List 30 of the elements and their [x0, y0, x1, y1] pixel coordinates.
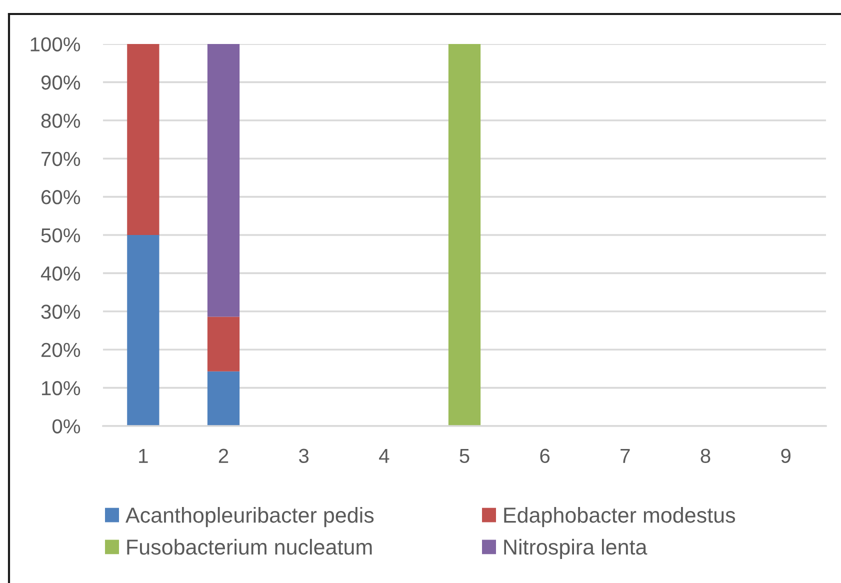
x-tick-label: 6 [540, 448, 550, 464]
y-tick-label: 50% [41, 228, 80, 242]
bar [127, 44, 160, 235]
bar [127, 235, 160, 426]
y-tick-label: 60% [41, 190, 80, 204]
x-tick-label: 7 [620, 448, 630, 463]
y-tick-label: 20% [41, 342, 80, 358]
y-tick-label: 100% [30, 37, 80, 52]
legend-label: Acanthopleuribacter pedis [125, 507, 374, 528]
legend-label: Edaphobacter modestus [504, 507, 736, 528]
x-tick-label: 1 [139, 448, 148, 463]
y-tick-label: 80% [41, 114, 80, 128]
x-tick-label: 4 [379, 448, 390, 463]
y-tick-label: 40% [40, 266, 80, 281]
x-tick-label: 3 [299, 448, 309, 464]
bar [207, 44, 240, 317]
bar [448, 44, 481, 426]
x-tick-label: 5 [460, 448, 470, 464]
y-tick-label: 0% [52, 419, 80, 434]
y-tick-label: 10% [42, 381, 80, 396]
y-tick-label: 30% [41, 304, 80, 319]
legend-label: Nitrospira lenta [504, 538, 648, 559]
legend-label: Fusobacterium nucleatum [127, 538, 372, 555]
x-tick-label: 8 [700, 448, 710, 464]
y-tick-label: 70% [42, 152, 80, 166]
bar [207, 316, 240, 372]
x-tick-label: 9 [781, 448, 790, 464]
bar [207, 371, 240, 426]
x-tick-label: 2 [218, 448, 228, 463]
y-tick-label: 90% [41, 75, 80, 90]
